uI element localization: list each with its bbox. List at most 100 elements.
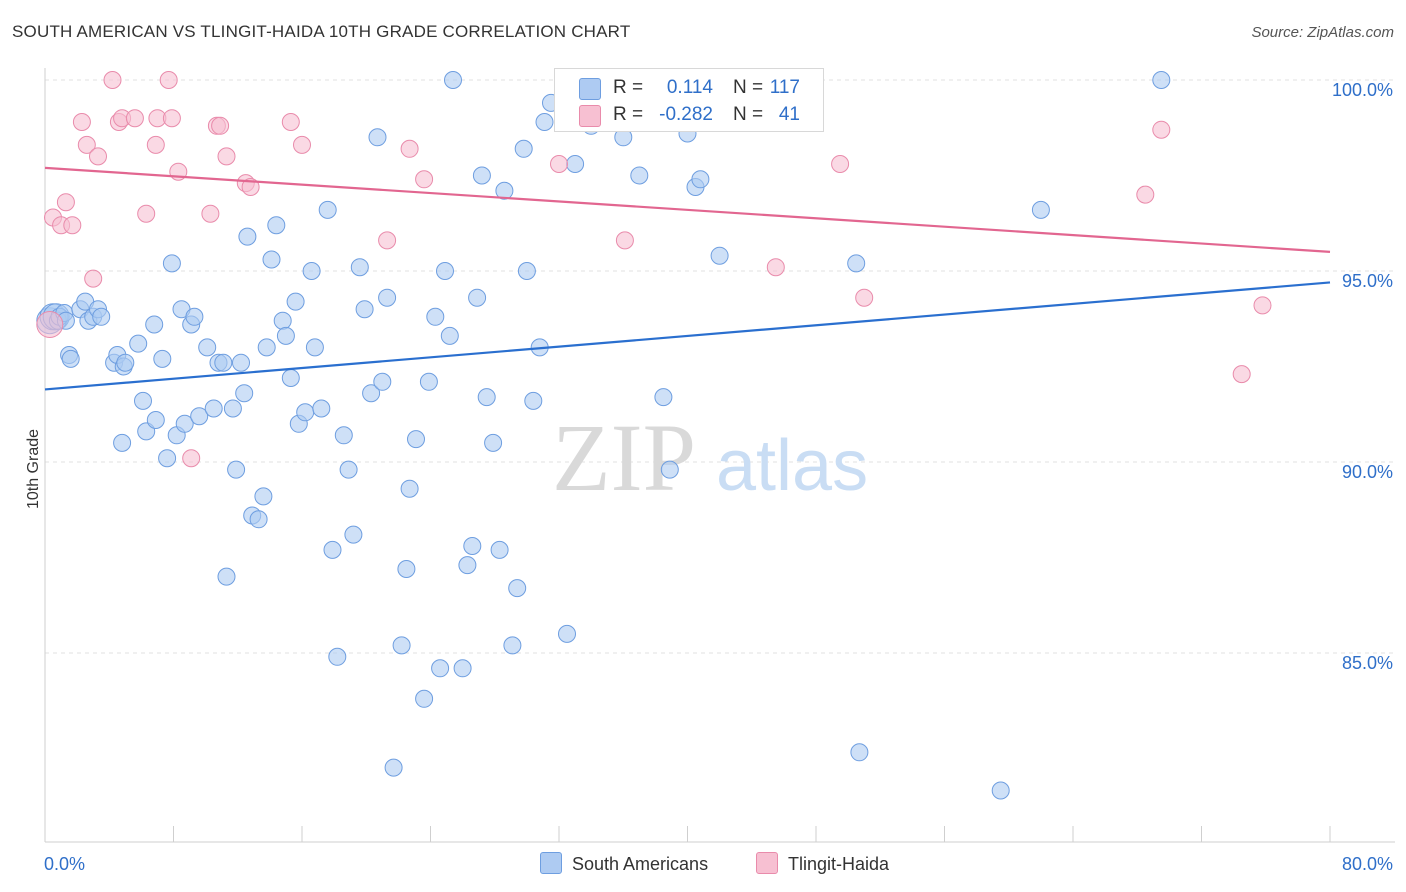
axes <box>44 68 1395 843</box>
point-south-americans <box>61 349 80 368</box>
point-south-americans <box>400 479 419 498</box>
point-south-americans <box>463 537 482 555</box>
point-south-americans <box>339 460 358 479</box>
point-south-americans <box>198 338 217 357</box>
point-south-americans <box>566 155 585 173</box>
point-south-americans <box>477 388 496 407</box>
point-tlingit-haida <box>281 113 300 131</box>
point-south-americans <box>254 487 273 506</box>
point-south-americans <box>384 758 403 777</box>
point-tlingit-haida <box>182 449 201 468</box>
r-value: 0.114 <box>666 77 713 98</box>
legend-label: South Americans <box>572 854 709 874</box>
watermark-atlas: atlas <box>716 426 868 506</box>
point-tlingit-haida <box>415 170 434 189</box>
point-south-americans <box>392 636 411 655</box>
point-south-americans <box>267 216 286 235</box>
point-south-americans <box>508 579 527 598</box>
trend-line-south-americans <box>44 281 1331 391</box>
data-points <box>36 71 1272 800</box>
x-tick-label-min: 0.0% <box>44 854 85 874</box>
point-tlingit-haida <box>550 155 568 173</box>
point-south-americans <box>227 460 246 479</box>
point-south-americans <box>217 567 236 586</box>
point-south-americans <box>691 170 710 189</box>
point-south-americans <box>503 636 522 655</box>
point-south-americans <box>440 326 459 345</box>
n-value: 117 <box>769 77 800 98</box>
point-south-americans <box>517 262 536 280</box>
point-tlingit-haida <box>211 116 230 135</box>
point-south-americans <box>286 292 305 311</box>
source-label: Source: ZipAtlas.com <box>1251 24 1394 41</box>
point-south-americans <box>444 71 462 89</box>
point-tlingit-haida <box>1253 296 1272 315</box>
point-south-americans <box>458 556 477 575</box>
point-tlingit-haida <box>615 231 634 250</box>
y-tick-labels: 85.0% 90.0% 95.0% 100.0% <box>1332 80 1393 673</box>
point-south-americans <box>368 128 387 147</box>
point-south-americans <box>145 315 164 334</box>
point-south-americans <box>158 449 177 468</box>
point-south-americans <box>323 540 342 559</box>
point-tlingit-haida <box>217 147 236 166</box>
point-tlingit-haida <box>159 71 178 89</box>
point-south-americans <box>113 433 132 452</box>
point-south-americans <box>535 113 554 131</box>
point-south-americans <box>185 307 204 326</box>
point-south-americans <box>281 369 300 387</box>
point-south-americans <box>419 372 438 391</box>
point-south-americans <box>92 307 111 326</box>
point-south-americans <box>153 349 172 368</box>
point-south-americans <box>991 781 1010 800</box>
point-south-americans <box>378 288 397 307</box>
point-south-americans <box>296 403 315 422</box>
point-south-americans <box>490 540 509 559</box>
point-south-americans <box>262 250 281 269</box>
legend-item-south-americans: South Americans <box>540 852 708 875</box>
point-south-americans <box>302 262 321 280</box>
point-tlingit-haida <box>378 231 397 250</box>
point-south-americans <box>453 659 472 678</box>
point-tlingit-haida <box>77 135 96 154</box>
r-value: -0.282 <box>659 104 713 125</box>
legend-swatch-blue <box>579 78 601 100</box>
point-south-americans <box>162 254 181 273</box>
point-south-americans <box>249 510 268 529</box>
point-south-americans <box>1152 71 1171 89</box>
n-label: N = <box>733 104 764 125</box>
trend-line-tlingit-haida <box>44 166 1331 253</box>
point-south-americans <box>238 227 257 246</box>
correlation-legend: R = 0.114 N = 117 R = -0.282 N = 41 <box>554 68 824 132</box>
point-south-americans <box>129 334 148 353</box>
point-south-americans <box>468 288 487 307</box>
chart-title: SOUTH AMERICAN VS TLINGIT-HAIDA 10TH GRA… <box>12 22 631 41</box>
point-south-americans <box>355 300 374 319</box>
point-south-americans <box>276 326 295 345</box>
n-value: 41 <box>778 104 800 125</box>
point-tlingit-haida <box>146 135 165 154</box>
point-tlingit-haida <box>766 258 785 277</box>
point-south-americans <box>175 414 194 433</box>
y-axis-label-wrap: 10th Grade <box>14 400 44 600</box>
point-tlingit-haida <box>63 216 82 235</box>
point-south-americans <box>350 258 369 277</box>
point-tlingit-haida <box>89 147 107 166</box>
point-south-americans <box>654 388 673 407</box>
point-south-americans <box>204 399 223 418</box>
point-tlingit-haida <box>72 113 91 131</box>
legend-row-tlingit-haida: R = -0.282 N = 41 <box>555 102 823 128</box>
point-south-americans <box>524 391 543 410</box>
trend-lines <box>44 166 1331 391</box>
point-south-americans <box>630 166 649 185</box>
legend-swatch-blue <box>540 852 562 874</box>
r-label: R = <box>613 104 644 125</box>
legend-label: Tlingit-Haida <box>788 854 890 874</box>
point-south-americans <box>235 384 254 403</box>
y-axis-label: 10th Grade <box>25 428 42 510</box>
point-tlingit-haida <box>84 269 103 288</box>
point-south-americans <box>116 353 135 372</box>
point-south-americans <box>362 384 381 403</box>
point-south-americans <box>436 262 454 280</box>
point-south-americans <box>847 254 866 273</box>
